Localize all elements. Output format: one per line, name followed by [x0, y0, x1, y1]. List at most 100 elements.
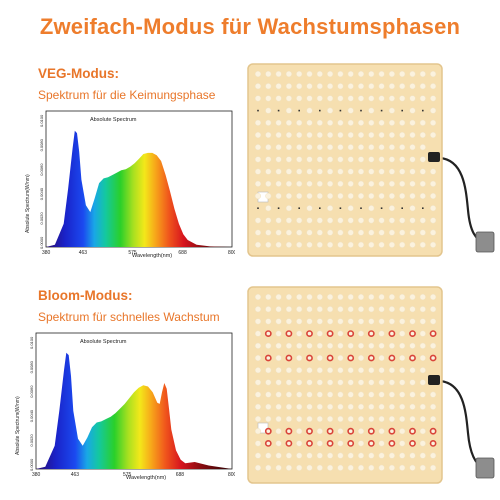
- white-led: [316, 318, 323, 325]
- white-led: [254, 428, 262, 435]
- white-led: [430, 192, 437, 200]
- white-led: [430, 415, 437, 423]
- white-led: [409, 229, 416, 236]
- x-axis-label: Wavelength(nm): [126, 475, 166, 481]
- white-led: [316, 192, 323, 200]
- white-led: [409, 168, 416, 175]
- white-led: [306, 367, 313, 374]
- white-led: [368, 119, 375, 126]
- white-led: [296, 440, 303, 447]
- white-led: [316, 440, 323, 447]
- white-led: [316, 168, 323, 175]
- white-led: [399, 391, 406, 398]
- white-led: [285, 119, 292, 126]
- white-led: [285, 229, 292, 236]
- white-led: [254, 144, 262, 151]
- white-led: [306, 464, 313, 471]
- led-marker: [401, 207, 403, 209]
- veg-grow-light-panel: [247, 63, 495, 257]
- white-led: [419, 318, 426, 325]
- white-led: [388, 144, 395, 151]
- red-led: [285, 354, 293, 362]
- white-led: [275, 403, 282, 410]
- white-led: [368, 403, 375, 410]
- white-led: [265, 464, 272, 471]
- white-led: [430, 83, 437, 90]
- white-led: [316, 379, 323, 386]
- white-led: [275, 180, 282, 187]
- white-led: [265, 379, 272, 386]
- white-led: [399, 379, 406, 386]
- white-led: [388, 318, 395, 325]
- white-led: [337, 156, 344, 163]
- white-led: [347, 367, 354, 374]
- white-led: [399, 95, 406, 102]
- white-led: [296, 180, 303, 187]
- white-led: [430, 452, 437, 459]
- y-tick-label: 0.0100: [29, 336, 34, 349]
- white-led: [254, 367, 262, 374]
- white-led: [254, 156, 262, 163]
- white-led: [285, 452, 292, 459]
- white-led: [388, 131, 395, 139]
- white-led: [337, 241, 344, 248]
- white-led: [265, 168, 272, 175]
- white-led: [296, 428, 303, 435]
- y-tick-label: 0.0080: [39, 138, 44, 151]
- white-led: [285, 192, 292, 200]
- white-led: [254, 342, 262, 349]
- white-led: [399, 440, 406, 447]
- white-led: [347, 241, 354, 248]
- white-led: [419, 83, 426, 90]
- white-led: [399, 131, 406, 139]
- red-led: [367, 330, 375, 337]
- white-led: [378, 367, 385, 374]
- white-led: [337, 403, 344, 410]
- white-led: [296, 168, 303, 175]
- white-led: [254, 415, 262, 423]
- red-led: [306, 330, 313, 337]
- white-led: [306, 95, 313, 102]
- white-led: [409, 464, 416, 471]
- white-led: [399, 403, 406, 410]
- led-marker: [257, 109, 259, 112]
- white-led: [430, 70, 437, 78]
- white-led: [409, 107, 416, 114]
- white-led: [254, 318, 262, 325]
- white-led: [306, 306, 313, 313]
- white-led: [347, 391, 354, 398]
- white-led: [368, 241, 375, 248]
- white-led: [306, 391, 313, 398]
- white-led: [419, 464, 426, 471]
- white-led: [285, 391, 292, 398]
- white-led: [388, 180, 395, 187]
- white-led: [285, 180, 292, 187]
- red-led: [347, 427, 355, 435]
- white-led: [316, 229, 323, 236]
- white-led: [296, 293, 303, 301]
- white-led: [419, 192, 426, 200]
- red-led: [367, 354, 375, 362]
- white-led: [409, 180, 416, 187]
- white-led: [296, 83, 303, 90]
- x-tick-label: 575: [123, 472, 132, 478]
- white-led: [265, 205, 272, 212]
- white-led: [378, 180, 385, 187]
- white-led: [275, 168, 282, 175]
- white-led: [368, 464, 375, 471]
- white-led: [409, 156, 416, 163]
- white-led: [399, 229, 406, 236]
- white-led: [265, 83, 272, 90]
- white-led: [368, 180, 375, 187]
- white-led: [327, 367, 334, 374]
- y-tick-label: 0.0020: [39, 212, 44, 225]
- white-led: [327, 415, 334, 423]
- white-led: [306, 119, 313, 126]
- white-led: [296, 144, 303, 151]
- white-led: [409, 415, 416, 423]
- white-led: [275, 452, 282, 459]
- white-led: [347, 156, 354, 163]
- white-led: [430, 342, 437, 349]
- white-led: [409, 119, 416, 126]
- white-led: [357, 293, 365, 301]
